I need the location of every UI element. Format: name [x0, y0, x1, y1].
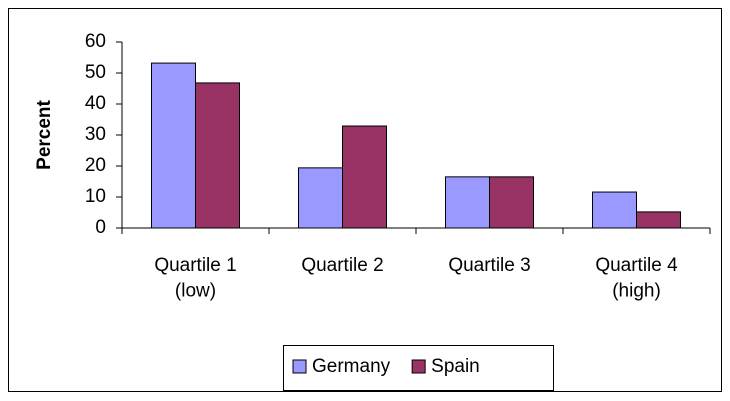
legend-label: Spain	[431, 356, 480, 377]
y-tick-label: 40	[85, 93, 106, 114]
y-tick-label: 20	[85, 155, 106, 176]
bar	[151, 62, 196, 229]
bar	[342, 125, 387, 229]
bar	[445, 176, 490, 229]
y-tick-label: 50	[85, 62, 106, 83]
bar	[592, 191, 637, 229]
bar	[489, 176, 534, 229]
x-tick-label: Quartile 1 (low)	[154, 255, 236, 302]
y-axis-label: Percent	[34, 99, 55, 169]
legend-swatch	[292, 359, 307, 374]
bar	[195, 82, 240, 229]
x-tick-label: Quartile 3	[448, 255, 530, 276]
legend-swatch	[411, 359, 426, 374]
bar	[298, 167, 343, 229]
y-tick-label: 10	[85, 186, 106, 207]
x-tick-label: Quartile 4 (high)	[595, 255, 678, 302]
legend-label: Germany	[312, 356, 391, 377]
y-tick-label: 30	[85, 124, 106, 145]
bar	[636, 211, 681, 229]
x-tick-label: Quartile 2	[301, 255, 383, 276]
y-tick-label: 0	[95, 217, 106, 238]
y-tick-label: 60	[85, 31, 106, 52]
